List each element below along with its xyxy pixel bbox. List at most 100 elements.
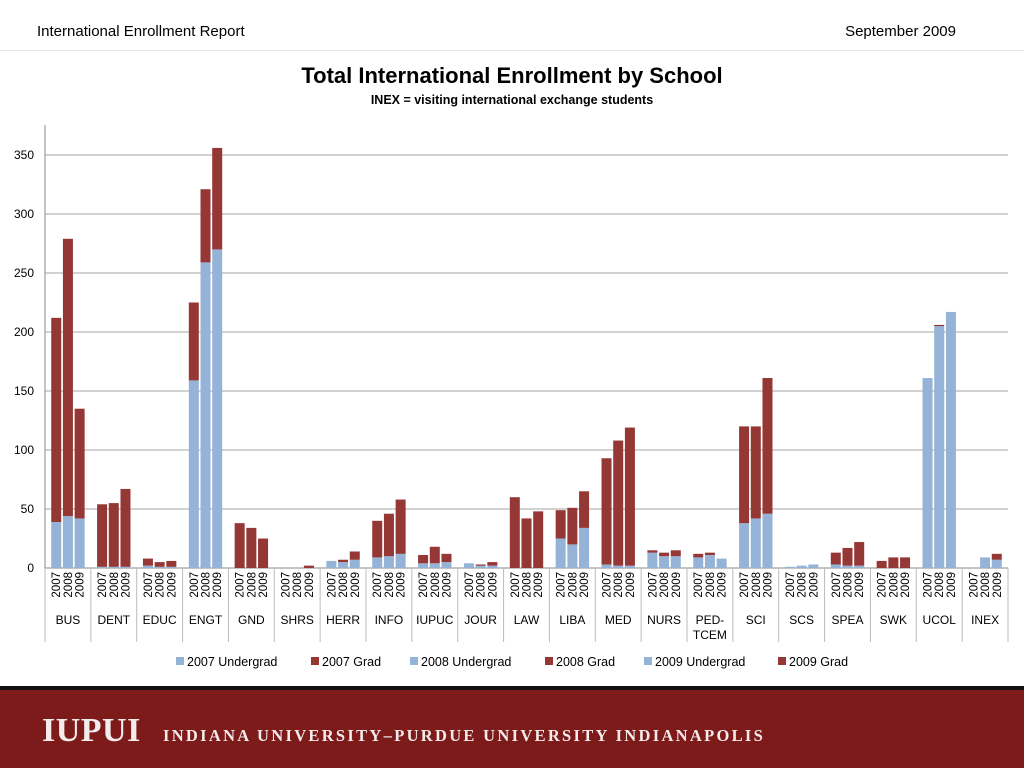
x-year-label: 2009 xyxy=(212,572,224,598)
bar-grad-sci-2008 xyxy=(750,426,761,519)
bar-grad-law-2007 xyxy=(509,497,520,568)
x-year-label: 2008 xyxy=(751,572,763,598)
x-year-label: 2008 xyxy=(888,572,900,598)
bar-undergrad-bus-2009 xyxy=(74,518,85,568)
x-year-label: 2008 xyxy=(567,572,579,598)
bar-grad-swk-2008 xyxy=(888,557,899,568)
x-year-label: 2007 xyxy=(464,572,476,598)
x-year-label: 2009 xyxy=(808,572,820,598)
legend-swatch xyxy=(176,657,184,665)
x-year-label: 2009 xyxy=(762,572,774,598)
bar-undergrad-liba-2008 xyxy=(567,544,578,568)
bar-grad-educ-2009 xyxy=(166,560,177,567)
x-year-label: 2007 xyxy=(418,572,430,598)
bar-grad-spea-2009 xyxy=(854,542,865,566)
bar-undergrad-info-2008 xyxy=(383,556,394,568)
x-year-label: 2009 xyxy=(854,572,866,598)
x-year-label: 2008 xyxy=(797,572,809,598)
bar-grad-dent-2007 xyxy=(97,504,108,567)
bar-grad-herr-2008 xyxy=(338,559,349,563)
bar-grad-iupuc-2007 xyxy=(418,555,429,564)
bar-undergrad-jour-2007 xyxy=(463,563,474,568)
bar-grad-sci-2009 xyxy=(762,378,773,514)
x-year-label: 2009 xyxy=(441,572,453,598)
x-year-label: 2008 xyxy=(934,572,946,598)
x-year-label: 2008 xyxy=(338,572,350,598)
x-year-label: 2009 xyxy=(120,572,132,598)
bar-grad-liba-2007 xyxy=(555,510,566,539)
x-category-label: MED xyxy=(605,613,632,627)
legend-swatch xyxy=(778,657,786,665)
x-year-label: 2007 xyxy=(143,572,155,598)
x-category-label: PED- xyxy=(696,613,725,627)
bar-grad-bus-2007 xyxy=(51,317,62,522)
x-year-label: 2009 xyxy=(258,572,270,598)
x-category-label: SWK xyxy=(880,613,907,627)
x-year-label: 2008 xyxy=(843,572,855,598)
x-year-label: 2007 xyxy=(510,572,522,598)
x-year-label: 2008 xyxy=(384,572,396,598)
bar-grad-educ-2007 xyxy=(142,558,153,566)
x-category-label: LIBA xyxy=(559,613,585,627)
x-category-label: SCS xyxy=(789,613,814,627)
x-category-label: HERR xyxy=(326,613,360,627)
x-category-label: GND xyxy=(238,613,265,627)
report-header: International Enrollment Report Septembe… xyxy=(0,0,1024,51)
x-year-label: 2007 xyxy=(556,572,568,598)
bar-undergrad-ucol-2007 xyxy=(922,378,933,568)
legend-swatch xyxy=(644,657,652,665)
x-year-label: 2007 xyxy=(602,572,614,598)
x-category-label: BUS xyxy=(56,613,81,627)
bar-undergrad-ucol-2008 xyxy=(934,326,945,568)
x-category-label: NURS xyxy=(647,613,681,627)
x-year-label: 2009 xyxy=(579,572,591,598)
bar-undergrad-spea-2008 xyxy=(842,565,853,568)
bar-undergrad-spea-2009 xyxy=(854,565,865,568)
x-year-label: 2008 xyxy=(109,572,121,598)
bar-grad-gnd-2007 xyxy=(234,523,245,568)
x-year-label: 2007 xyxy=(51,572,63,598)
x-year-label: 2009 xyxy=(487,572,499,598)
x-year-label: 2007 xyxy=(326,572,338,598)
bar-grad-iupuc-2008 xyxy=(429,546,440,564)
x-category-label: JOUR xyxy=(464,613,497,627)
report-title: International Enrollment Report xyxy=(37,23,245,40)
footer-divider xyxy=(0,686,1024,690)
bar-undergrad-info-2007 xyxy=(372,557,383,568)
x-year-label: 2008 xyxy=(292,572,304,598)
bar-undergrad-educ-2008 xyxy=(154,566,165,568)
x-category-label: UCOL xyxy=(923,613,957,627)
bar-grad-ucol-2008 xyxy=(934,324,945,327)
bar-grad-liba-2008 xyxy=(567,507,578,545)
bar-undergrad-nurs-2009 xyxy=(670,556,681,568)
bar-grad-nurs-2007 xyxy=(647,550,658,553)
x-year-label: 2009 xyxy=(625,572,637,598)
y-tick-label: 150 xyxy=(14,384,34,398)
institution-name: INDIANA UNIVERSITY–PURDUE UNIVERSITY IND… xyxy=(163,726,766,745)
legend-entry: 2007 Grad xyxy=(322,655,381,669)
x-year-label: 2008 xyxy=(980,572,992,598)
bar-undergrad-educ-2007 xyxy=(142,565,153,568)
bar-undergrad-iupuc-2009 xyxy=(441,562,452,568)
y-tick-label: 200 xyxy=(14,325,34,339)
x-year-label: 2009 xyxy=(304,572,316,598)
bar-grad-spea-2008 xyxy=(842,547,853,566)
bar-grad-swk-2009 xyxy=(900,557,911,568)
legend-swatch xyxy=(545,657,553,665)
legend-entry: 2008 Undergrad xyxy=(421,655,511,669)
bar-grad-swk-2007 xyxy=(876,560,887,568)
iupui-logo: IUPUI xyxy=(42,712,141,749)
bar-undergrad-med-2007 xyxy=(601,564,612,568)
x-category-label: EDUC xyxy=(143,613,177,627)
x-category-label: LAW xyxy=(514,613,540,627)
x-year-label: 2009 xyxy=(900,572,912,598)
bar-grad-engt-2007 xyxy=(188,302,199,381)
bar-undergrad-sci-2008 xyxy=(750,518,761,568)
bar-grad-inex-2009 xyxy=(991,553,1002,560)
bar-undergrad-dent-2007 xyxy=(97,566,108,568)
x-year-label: 2009 xyxy=(350,572,362,598)
x-year-label: 2007 xyxy=(235,572,247,598)
x-year-label: 2008 xyxy=(201,572,213,598)
bar-grad-shrs-2009 xyxy=(303,565,314,568)
